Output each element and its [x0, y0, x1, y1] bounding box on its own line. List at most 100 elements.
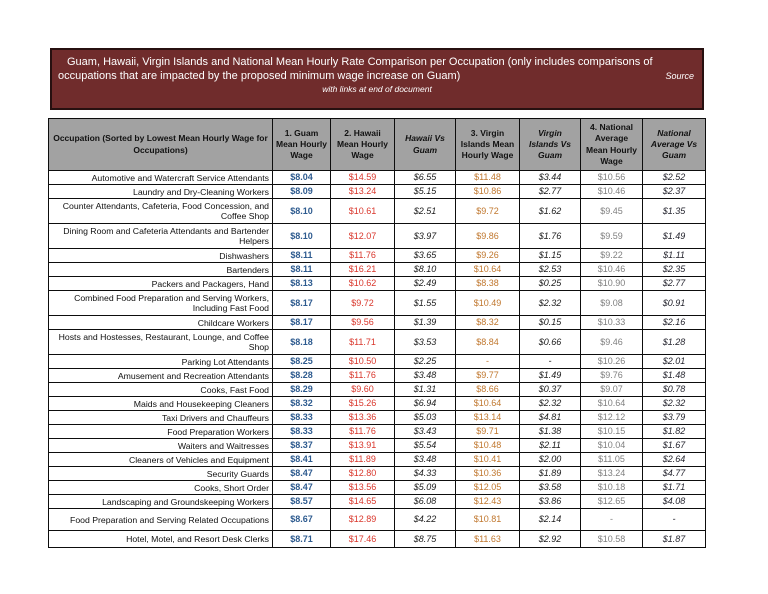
cell-virgin-islands-vs-guam: $1.62 [519, 198, 581, 224]
cell-national-wage: $10.04 [580, 438, 643, 453]
cell-hawaii-wage: $13.56 [330, 480, 395, 495]
cell-occupation: Parking Lot Attendants [48, 354, 273, 369]
cell-virgin-islands-vs-guam: $2.77 [519, 184, 581, 199]
cell-hawaii-vs-guam: $6.55 [394, 170, 456, 185]
cell-virgin-islands-wage: $10.64 [455, 262, 520, 277]
cell-national-vs-guam: $1.71 [642, 480, 706, 495]
cell-guam-wage: $8.17 [272, 290, 331, 316]
cell-virgin-islands-vs-guam: $3.58 [519, 480, 581, 495]
cell-guam-wage: $8.33 [272, 410, 331, 425]
cell-virgin-islands-wage: $8.38 [455, 276, 520, 291]
cell-guam-wage: $8.25 [272, 354, 331, 369]
table-row: Cleaners of Vehicles and Equipment $8.41 $… [48, 452, 706, 467]
cell-virgin-islands-wage: $9.71 [455, 424, 520, 439]
cell-guam-wage: $8.09 [272, 184, 331, 199]
table-row: Parking Lot Attendants $8.25 $10.50 $2.25- -… [48, 354, 706, 369]
cell-virgin-islands-vs-guam: $3.44 [519, 170, 581, 185]
cell-hawaii-wage: $17.46 [330, 530, 395, 548]
cell-hawaii-wage: $9.60 [330, 382, 395, 397]
cell-virgin-islands-vs-guam: $2.11 [519, 438, 581, 453]
cell-guam-wage: $8.71 [272, 530, 331, 548]
cell-hawaii-wage: $16.21 [330, 262, 395, 277]
table-row: Bartenders $8.11 $16.21 $8.10 $10.64 $2.53 $10… [48, 262, 706, 277]
cell-hawaii-wage: $11.89 [330, 452, 395, 467]
cell-national-wage: $12.12 [580, 410, 643, 425]
banner-title-line2-row: occupations that are impacted by the pro… [52, 69, 702, 83]
cell-hawaii-vs-guam: $3.43 [394, 424, 456, 439]
cell-hawaii-wage: $11.76 [330, 248, 395, 263]
cell-national-vs-guam: $1.82 [642, 424, 706, 439]
cell-virgin-islands-wage: $10.64 [455, 396, 520, 411]
banner-title-line1: Guam, Hawaii, Virgin Islands and Nationa… [67, 56, 653, 68]
cell-guam-wage: $8.11 [272, 248, 331, 263]
cell-guam-wage: $8.28 [272, 368, 331, 383]
cell-national-wage: $9.76 [580, 368, 643, 383]
cell-virgin-islands-vs-guam: $1.38 [519, 424, 581, 439]
cell-hawaii-wage: $10.61 [330, 198, 395, 224]
header-hawaii-wage: 2. Hawaii Mean Hourly Wage [330, 118, 395, 171]
cell-occupation: Automotive and Watercraft Service Attend… [48, 170, 273, 185]
cell-virgin-islands-vs-guam: $1.89 [519, 466, 581, 481]
cell-national-vs-guam: $2.52 [642, 170, 706, 185]
cell-guam-wage: $8.18 [272, 329, 331, 355]
cell-virgin-islands-wage: $10.36 [455, 466, 520, 481]
cell-virgin-islands-vs-guam: $1.15 [519, 248, 581, 263]
cell-national-vs-guam: $4.77 [642, 466, 706, 481]
cell-virgin-islands-vs-guam: $1.49 [519, 368, 581, 383]
cell-virgin-islands-wage: $11.48 [455, 170, 520, 185]
cell-occupation: Taxi Drivers and Chauffeurs [48, 410, 273, 425]
cell-hawaii-vs-guam: $2.51 [394, 198, 456, 224]
table-row: Maids and Housekeeping Cleaners $8.32 $15.… [48, 396, 706, 411]
cell-hawaii-vs-guam: $3.48 [394, 368, 456, 383]
cell-virgin-islands-wage: $10.48 [455, 438, 520, 453]
cell-national-vs-guam: $2.01 [642, 354, 706, 369]
table-row: Amusement and Recreation Attendants $8.28… [48, 368, 706, 383]
cell-virgin-islands-wage: $9.26 [455, 248, 520, 263]
cell-national-vs-guam: - [642, 508, 706, 531]
cell-virgin-islands-vs-guam: $0.37 [519, 382, 581, 397]
cell-hawaii-wage: $12.89 [330, 508, 395, 531]
cell-virgin-islands-wage: $10.86 [455, 184, 520, 199]
header-national-vs-guam: National Average Vs Guam [642, 118, 706, 171]
cell-national-vs-guam: $0.78 [642, 382, 706, 397]
cell-national-vs-guam: $1.35 [642, 198, 706, 224]
table-row: Dining Room and Cafeteria Attendants and… [48, 223, 706, 249]
cell-occupation: Cleaners of Vehicles and Equipment [48, 452, 273, 467]
cell-occupation: Cooks, Short Order [48, 480, 273, 495]
cell-hawaii-vs-guam: $3.48 [394, 452, 456, 467]
cell-national-vs-guam: $1.11 [642, 248, 706, 263]
wage-table-body: Automotive and Watercraft Service Attend… [48, 170, 706, 548]
cell-virgin-islands-wage: $8.66 [455, 382, 520, 397]
cell-virgin-islands-vs-guam: $2.00 [519, 452, 581, 467]
cell-hawaii-vs-guam: $5.03 [394, 410, 456, 425]
cell-national-vs-guam: $1.49 [642, 223, 706, 249]
cell-hawaii-vs-guam: $5.09 [394, 480, 456, 495]
table-row: Cooks, Short Order $8.47 $13.56 $5.09 $12.05… [48, 480, 706, 495]
cell-hawaii-vs-guam: $8.75 [394, 530, 456, 548]
cell-guam-wage: $8.10 [272, 223, 331, 249]
cell-guam-wage: $8.57 [272, 494, 331, 509]
source-link[interactable]: Source [665, 71, 694, 81]
table-row: Food Preparation Workers $8.33 $11.76 $3.43… [48, 424, 706, 439]
cell-hawaii-wage: $13.36 [330, 410, 395, 425]
cell-virgin-islands-wage: $12.43 [455, 494, 520, 509]
cell-national-wage: $10.33 [580, 315, 643, 330]
cell-guam-wage: $8.10 [272, 198, 331, 224]
cell-virgin-islands-wage: - [455, 354, 520, 369]
cell-national-wage: $10.15 [580, 424, 643, 439]
cell-hawaii-wage: $11.76 [330, 368, 395, 383]
table-header: Occupation (Sorted by Lowest Mean Hourly… [48, 118, 706, 171]
cell-national-vs-guam: $4.08 [642, 494, 706, 509]
cell-guam-wage: $8.29 [272, 382, 331, 397]
header-occupation: Occupation (Sorted by Lowest Mean Hourly… [48, 118, 273, 171]
table-row: Cooks, Fast Food $8.29 $9.60 $1.31 $8.66 $0.3… [48, 382, 706, 397]
table-row: Laundry and Dry-Cleaning Workers $8.09 $13… [48, 184, 706, 199]
cell-national-vs-guam: $2.16 [642, 315, 706, 330]
cell-hawaii-wage: $14.59 [330, 170, 395, 185]
cell-virgin-islands-wage: $9.86 [455, 223, 520, 249]
cell-national-vs-guam: $1.28 [642, 329, 706, 355]
cell-hawaii-wage: $10.62 [330, 276, 395, 291]
cell-virgin-islands-wage: $13.14 [455, 410, 520, 425]
cell-occupation: Security Guards [48, 466, 273, 481]
